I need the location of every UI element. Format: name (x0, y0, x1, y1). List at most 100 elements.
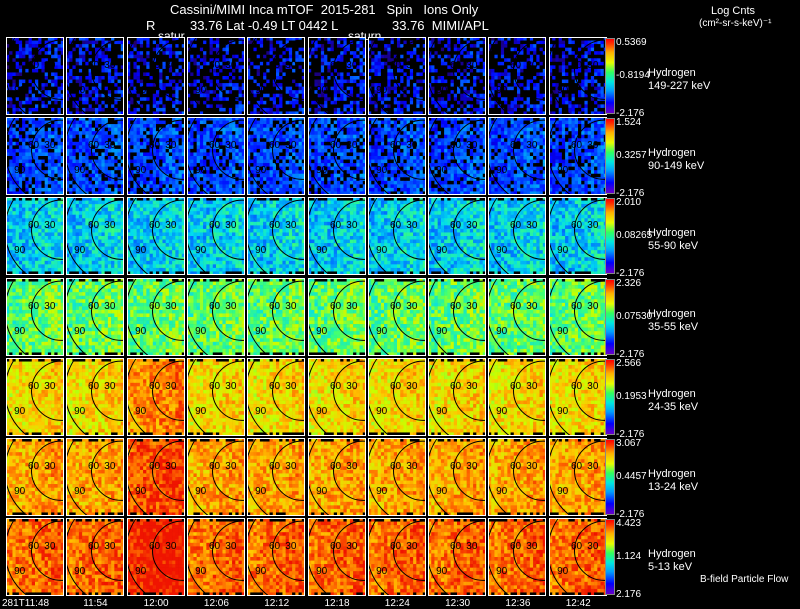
pixel (362, 76, 366, 80)
pixel (463, 68, 468, 73)
pixel (136, 127, 140, 132)
pixel (269, 54, 274, 59)
pixel (422, 104, 426, 109)
pixel (533, 107, 538, 112)
pixel (260, 72, 264, 77)
pixel (333, 83, 337, 87)
pixel (469, 111, 474, 115)
pixel (199, 51, 204, 56)
pixel (51, 142, 55, 146)
pixel (584, 100, 588, 105)
pixel (155, 127, 160, 132)
pixel (307, 97, 312, 102)
pixel (38, 79, 42, 84)
pixel (393, 58, 398, 63)
pixel (253, 111, 258, 115)
pixel (9, 90, 13, 95)
pixel (162, 68, 166, 73)
pixel (66, 97, 70, 102)
pixel (330, 79, 334, 84)
pixel (168, 90, 173, 95)
pixel (203, 111, 207, 115)
pixel (168, 65, 173, 70)
pixel (387, 104, 391, 109)
pixel (466, 65, 471, 70)
pixel (186, 44, 191, 48)
pixel (57, 163, 62, 168)
pixel (266, 111, 271, 115)
pixel (228, 107, 233, 112)
pixel (165, 58, 169, 63)
pixel (250, 58, 254, 63)
pixel (250, 51, 254, 56)
pixel (178, 61, 182, 66)
pixel (437, 44, 442, 48)
pixel (520, 37, 525, 41)
pixel (41, 170, 45, 175)
pixel (174, 90, 179, 95)
pixel (152, 44, 156, 48)
pixel (72, 173, 77, 178)
pixel (555, 72, 559, 77)
pixel (155, 79, 160, 84)
pixel (69, 134, 74, 139)
pixel (142, 68, 147, 73)
pixel (400, 79, 404, 84)
pixel (307, 37, 312, 41)
pixel (285, 61, 290, 66)
pixel (136, 134, 140, 139)
pixel (400, 58, 404, 63)
pixel (225, 58, 230, 63)
pixel (171, 68, 176, 73)
pixel (171, 72, 176, 77)
pixel (568, 76, 572, 80)
pixel (292, 104, 296, 109)
pixel (530, 72, 534, 77)
pixel (241, 65, 245, 70)
pixel (186, 58, 191, 63)
pixel (98, 54, 103, 59)
pixel (15, 124, 20, 129)
pixel (92, 76, 96, 80)
pixel (551, 51, 556, 56)
pixel (371, 47, 375, 52)
pixel (374, 83, 378, 87)
pixel (85, 142, 90, 146)
pixel (419, 93, 423, 98)
pixel (349, 68, 353, 73)
pixel (548, 54, 553, 59)
pixel (186, 107, 191, 112)
pixel (339, 65, 344, 70)
pixel (133, 111, 137, 115)
pixel (101, 152, 106, 157)
pixel (453, 104, 458, 109)
pixel (75, 97, 80, 102)
pixel (9, 127, 13, 132)
pixel (447, 76, 451, 80)
pixel (18, 37, 23, 41)
pixel (323, 61, 328, 66)
pixel (428, 97, 432, 102)
pixel (336, 37, 341, 41)
pixel (72, 138, 77, 143)
pixel (561, 58, 566, 63)
pixel (584, 76, 588, 80)
pixel (31, 152, 36, 157)
pixel (437, 61, 442, 66)
pixel (571, 54, 575, 59)
pixel (215, 68, 220, 73)
pixel (295, 51, 300, 56)
pixel (482, 68, 487, 73)
pixel (469, 44, 474, 48)
pixel (491, 83, 496, 87)
pixel (457, 58, 461, 63)
pixel (57, 83, 62, 87)
pixel (412, 37, 417, 41)
pixel (85, 51, 90, 56)
pixel (22, 100, 26, 105)
pixel (355, 72, 360, 77)
pixel (412, 100, 417, 105)
pixel (466, 111, 471, 115)
pixel (158, 142, 163, 146)
pixel (301, 104, 306, 109)
